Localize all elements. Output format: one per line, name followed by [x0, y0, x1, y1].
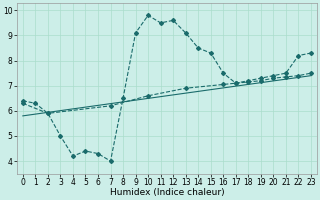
X-axis label: Humidex (Indice chaleur): Humidex (Indice chaleur)	[109, 188, 224, 197]
